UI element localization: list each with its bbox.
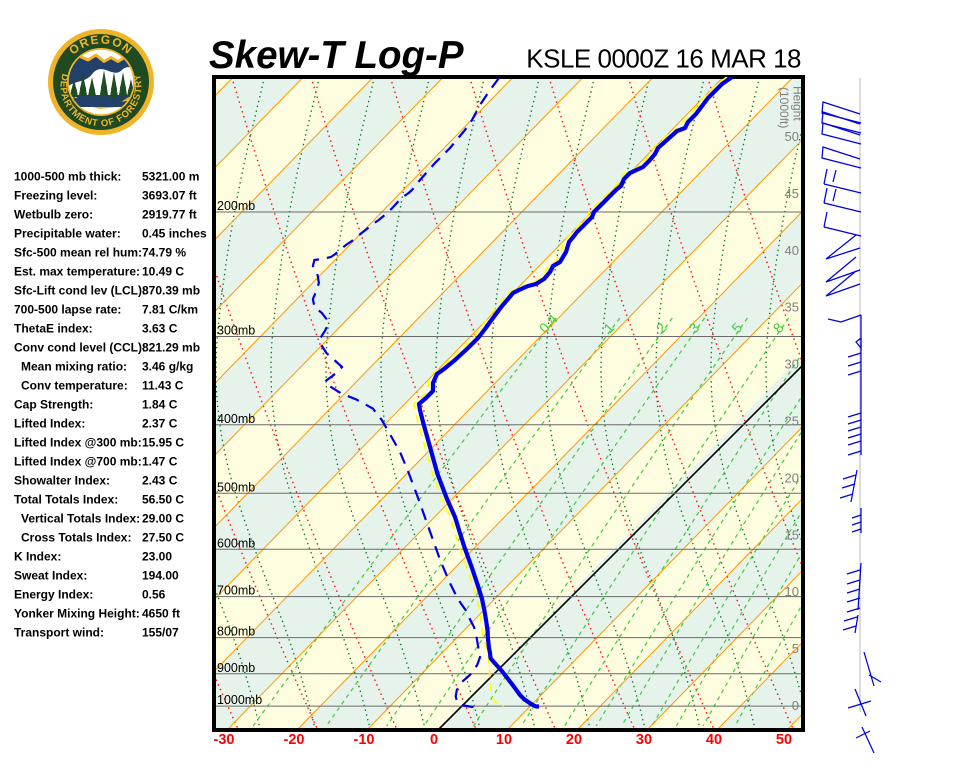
svg-text:ThetaE index:: ThetaE index: — [14, 322, 93, 336]
svg-text:K Index:: K Index: — [14, 550, 61, 564]
svg-text:5: 5 — [792, 641, 799, 656]
svg-text:10: 10 — [785, 584, 799, 599]
svg-text:Vertical Totals Index:: Vertical Totals Index: — [21, 512, 140, 526]
svg-text:2.37 C: 2.37 C — [142, 417, 178, 431]
svg-text:10: 10 — [496, 732, 512, 748]
svg-text:200mb: 200mb — [217, 199, 255, 213]
svg-text:11.43 C: 11.43 C — [142, 379, 184, 393]
svg-text:2.43 C: 2.43 C — [142, 474, 178, 488]
svg-text:Skew-T Log-P: Skew-T Log-P — [209, 34, 464, 77]
svg-text:(1000ft): (1000ft) — [777, 87, 791, 128]
svg-text:45: 45 — [785, 186, 799, 201]
svg-text:Showalter Index:: Showalter Index: — [14, 474, 110, 488]
svg-text:600mb: 600mb — [217, 536, 255, 550]
svg-text:Cross Totals Index:: Cross Totals Index: — [21, 531, 131, 545]
svg-text:3.63 C: 3.63 C — [142, 322, 178, 336]
svg-text:KSLE 0000Z 16 MAR 18: KSLE 0000Z 16 MAR 18 — [526, 44, 801, 74]
svg-text:Cap Strength:: Cap Strength: — [14, 398, 93, 412]
svg-text:870.39 mb: 870.39 mb — [142, 284, 200, 298]
svg-text:-20: -20 — [284, 732, 305, 748]
svg-text:Lifted Index @300 mb:: Lifted Index @300 mb: — [14, 436, 142, 450]
svg-text:2919.77 ft: 2919.77 ft — [142, 208, 197, 222]
svg-text:0.45 inches: 0.45 inches — [142, 227, 207, 241]
svg-text:Energy Index:: Energy Index: — [14, 588, 93, 602]
svg-text:50: 50 — [776, 732, 792, 748]
svg-text:15.95 C: 15.95 C — [142, 436, 184, 450]
svg-text:900mb: 900mb — [217, 661, 255, 675]
svg-text:Lifted Index @700 mb:: Lifted Index @700 mb: — [14, 455, 142, 469]
svg-text:Transport wind:: Transport wind: — [14, 626, 104, 640]
svg-text:194.00: 194.00 — [142, 569, 179, 583]
svg-text:35: 35 — [785, 300, 799, 315]
svg-text:800mb: 800mb — [217, 625, 255, 639]
svg-text:Mean mixing ratio:: Mean mixing ratio: — [21, 360, 127, 374]
svg-text:Est. max temperature:: Est. max temperature: — [14, 265, 140, 279]
svg-text:40: 40 — [785, 243, 799, 258]
svg-text:Sfc-500 mean rel hum:: Sfc-500 mean rel hum: — [14, 246, 142, 260]
svg-text:7.81 C/km: 7.81 C/km — [142, 303, 198, 317]
svg-text:29.00 C: 29.00 C — [142, 512, 184, 526]
svg-text:15: 15 — [785, 527, 799, 542]
svg-text:27.50 C: 27.50 C — [142, 531, 184, 545]
svg-text:155/07: 155/07 — [142, 626, 179, 640]
svg-text:Conv cond level (CCL):: Conv cond level (CCL): — [14, 341, 146, 355]
svg-text:Wetbulb zero:: Wetbulb zero: — [14, 208, 93, 222]
svg-text:56.50 C: 56.50 C — [142, 493, 184, 507]
svg-text:1.84 C: 1.84 C — [142, 398, 178, 412]
svg-text:700-500 lapse rate:: 700-500 lapse rate: — [14, 303, 121, 317]
svg-text:-30: -30 — [214, 732, 235, 748]
svg-text:1000-500 mb thick:: 1000-500 mb thick: — [14, 170, 121, 184]
svg-text:Freezing level:: Freezing level: — [14, 189, 97, 203]
svg-text:30: 30 — [636, 732, 652, 748]
svg-text:20: 20 — [566, 732, 582, 748]
svg-text:40: 40 — [706, 732, 722, 748]
svg-text:1000mb: 1000mb — [217, 693, 262, 707]
svg-text:30: 30 — [785, 357, 799, 372]
svg-text:500mb: 500mb — [217, 480, 255, 494]
svg-text:Sweat Index:: Sweat Index: — [14, 569, 87, 583]
svg-text:700mb: 700mb — [217, 584, 255, 598]
svg-text:Conv temperature:: Conv temperature: — [21, 379, 128, 393]
svg-text:0: 0 — [430, 732, 438, 748]
svg-text:23.00: 23.00 — [142, 550, 172, 564]
svg-text:3693.07 ft: 3693.07 ft — [142, 189, 197, 203]
svg-text:5321.00 m: 5321.00 m — [142, 170, 199, 184]
svg-text:0.56: 0.56 — [142, 588, 166, 602]
svg-text:74.79 %: 74.79 % — [142, 246, 186, 260]
svg-text:25: 25 — [785, 414, 799, 429]
svg-text:50: 50 — [785, 129, 799, 144]
svg-text:Total Totals Index:: Total Totals Index: — [14, 493, 118, 507]
svg-text:300mb: 300mb — [217, 324, 255, 338]
svg-text:-10: -10 — [354, 732, 375, 748]
svg-text:1.47 C: 1.47 C — [142, 455, 178, 469]
svg-text:20: 20 — [785, 470, 799, 485]
svg-text:3.46 g/kg: 3.46 g/kg — [142, 360, 193, 374]
svg-text:0: 0 — [792, 698, 799, 713]
svg-text:400mb: 400mb — [217, 412, 255, 426]
svg-text:10.49 C: 10.49 C — [142, 265, 184, 279]
svg-text:4650 ft: 4650 ft — [142, 607, 180, 621]
svg-text:Lifted Index:: Lifted Index: — [14, 417, 85, 431]
svg-text:Yonker Mixing Height:: Yonker Mixing Height: — [14, 607, 140, 621]
svg-text:Sfc-Lift cond lev (LCL):: Sfc-Lift cond lev (LCL): — [14, 284, 146, 298]
svg-text:821.29 mb: 821.29 mb — [142, 341, 200, 355]
svg-text:Precipitable water:: Precipitable water: — [14, 227, 121, 241]
